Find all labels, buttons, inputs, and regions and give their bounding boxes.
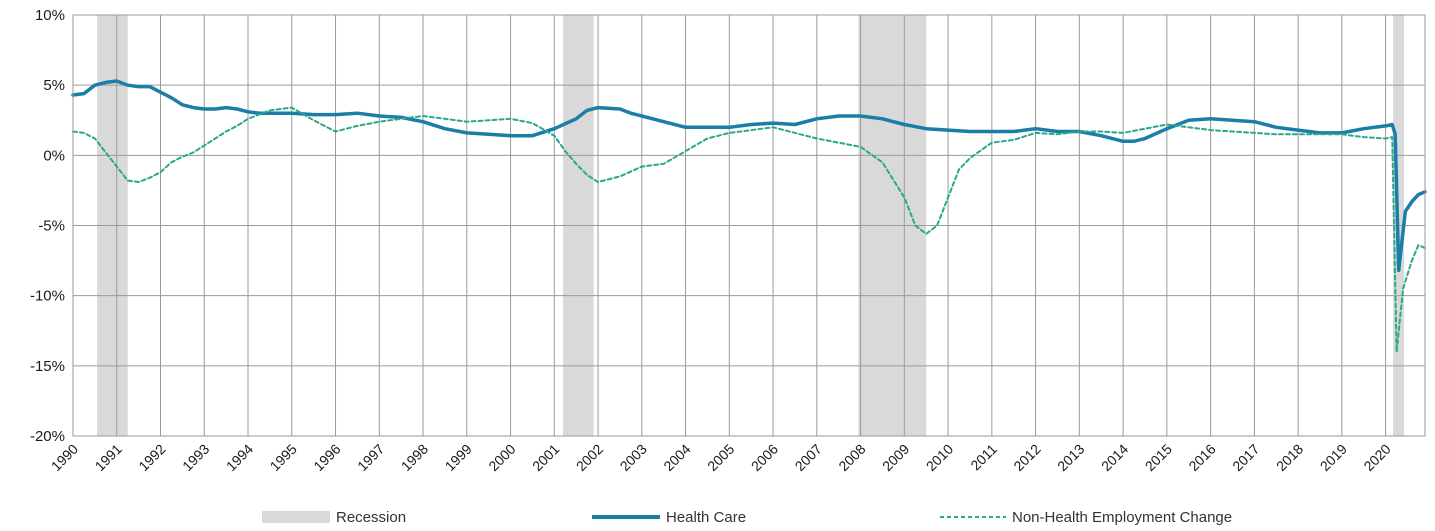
x-tick-label: 2009 xyxy=(879,441,912,474)
x-tick-label: 2007 xyxy=(792,441,825,474)
y-tick-label: -15% xyxy=(30,358,65,375)
x-tick-label: 2012 xyxy=(1010,441,1043,474)
y-tick-label: 0% xyxy=(43,147,65,164)
x-tick-label: 2002 xyxy=(573,441,606,474)
legend: Recession Health Care Non-Health Employm… xyxy=(262,509,1232,526)
x-axis-ticks: 1990 1991 1992 1993 1994 1995 1996 1997 1998 1999… xyxy=(48,441,1394,474)
x-tick-label: 2010 xyxy=(923,441,956,474)
legend-non-health-label: Non-Health Employment Change xyxy=(1012,509,1232,526)
y-tick-label: -5% xyxy=(38,218,65,235)
y-axis-ticks: 10% 5% 0% -5% -10% -15% -20% xyxy=(30,7,65,445)
x-tick-label: 2004 xyxy=(660,441,693,474)
x-tick-label: 2001 xyxy=(529,441,562,474)
x-tick-label: 1990 xyxy=(48,441,81,474)
x-tick-label: 2003 xyxy=(617,441,650,474)
x-tick-label: 1997 xyxy=(354,441,387,474)
y-tick-label: -10% xyxy=(30,288,65,305)
x-tick-label: 1998 xyxy=(398,441,431,474)
x-tick-label: 1991 xyxy=(92,441,125,474)
legend-recession-swatch xyxy=(262,511,330,523)
x-tick-label: 1993 xyxy=(179,441,212,474)
y-tick-label: 10% xyxy=(35,7,65,24)
x-tick-label: 2011 xyxy=(967,441,1000,474)
health-care-line xyxy=(71,79,1427,273)
x-tick-label: 2014 xyxy=(1098,441,1131,474)
x-tick-label: 2020 xyxy=(1360,441,1393,474)
gridlines xyxy=(72,14,1425,437)
x-tick-label: 2013 xyxy=(1054,441,1087,474)
x-tick-label: 1992 xyxy=(135,441,168,474)
legend-recession-label: Recession xyxy=(336,509,406,526)
y-tick-label: -20% xyxy=(30,428,65,445)
legend-health-care-label: Health Care xyxy=(666,509,746,526)
x-tick-label: 1996 xyxy=(310,441,343,474)
x-tick-label: 1995 xyxy=(267,441,300,474)
x-tick-label: 2016 xyxy=(1185,441,1218,474)
y-tick-label: 5% xyxy=(43,77,65,94)
x-tick-label: 1994 xyxy=(223,441,256,474)
x-tick-label: 2008 xyxy=(835,441,868,474)
x-tick-label: 2000 xyxy=(485,441,518,474)
x-tick-label: 2019 xyxy=(1317,441,1350,474)
x-tick-label: 2015 xyxy=(1142,441,1175,474)
x-tick-label: 2017 xyxy=(1229,441,1262,474)
x-tick-label: 2006 xyxy=(748,441,781,474)
series-lines xyxy=(71,79,1427,353)
plot-frame xyxy=(72,14,1426,437)
x-tick-label: 2005 xyxy=(704,441,737,474)
x-tick-label: 1999 xyxy=(442,441,475,474)
non-health-employment-change-line xyxy=(72,106,1426,353)
x-tick-label: 2018 xyxy=(1273,441,1306,474)
